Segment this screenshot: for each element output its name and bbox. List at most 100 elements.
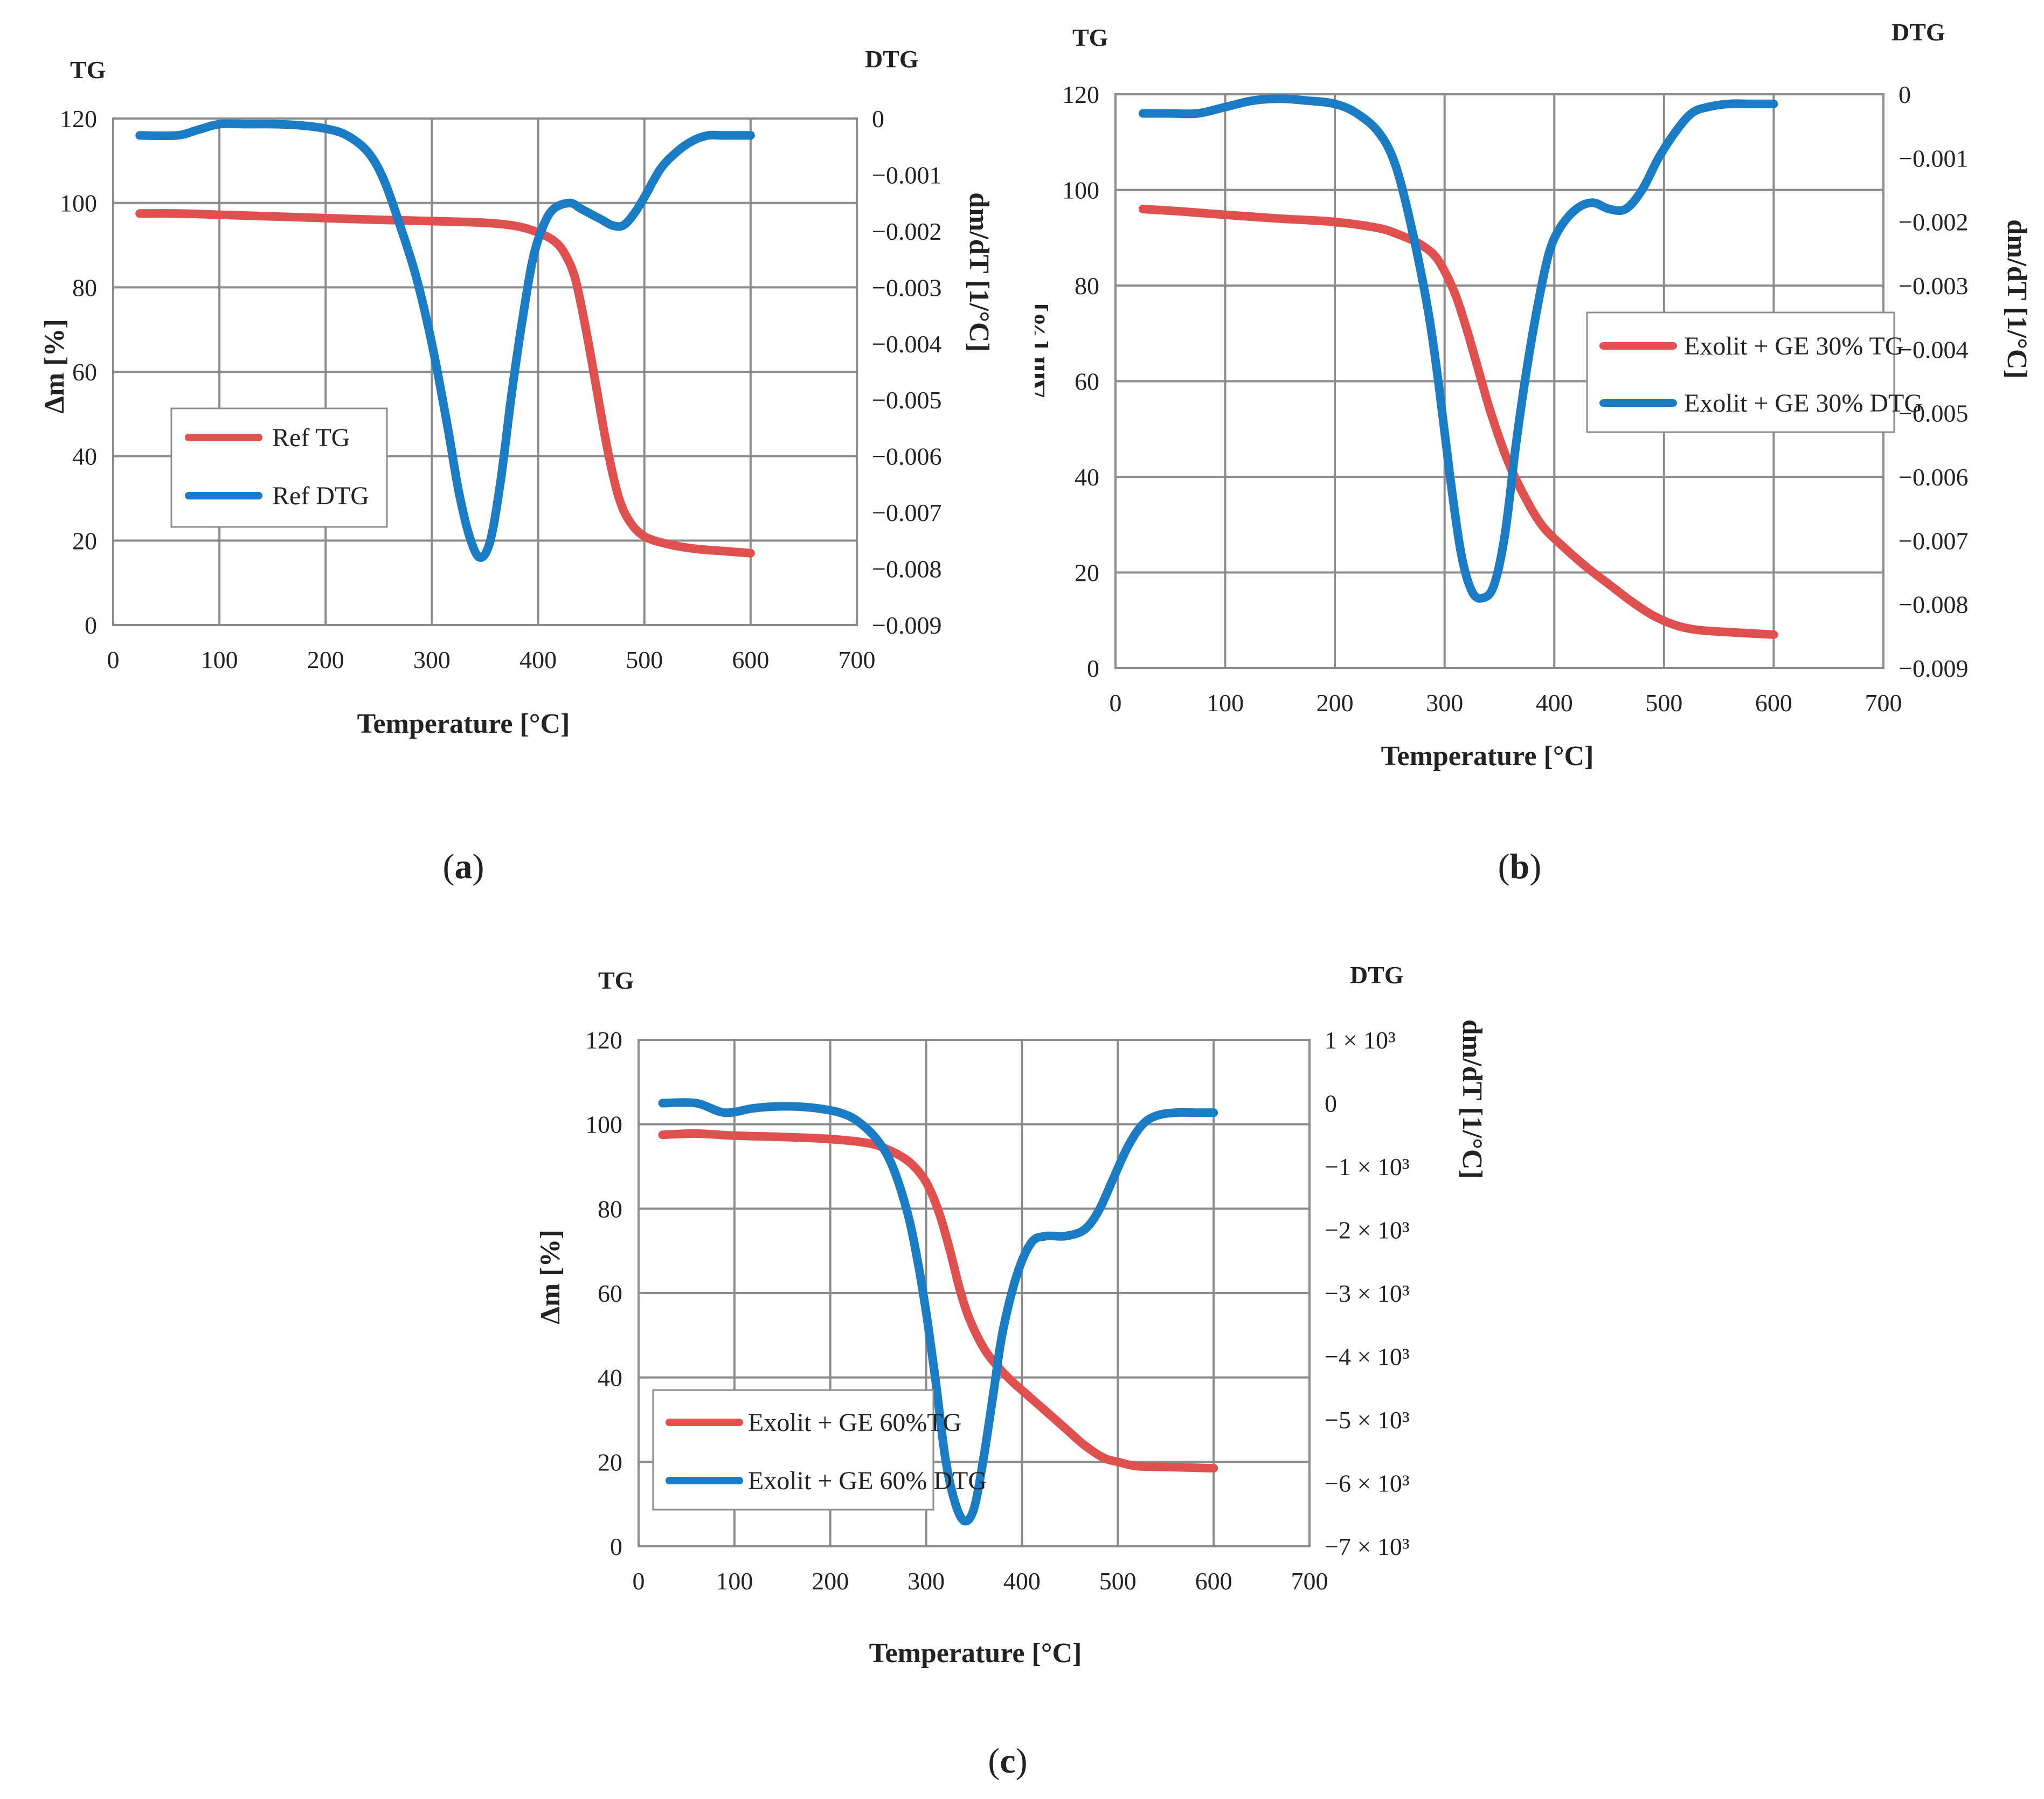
- series-group: [1138, 94, 1778, 639]
- y-tick-label: 120: [585, 1026, 622, 1054]
- plot-frame: [112, 117, 858, 626]
- chart-panel-a: TG DTG 0 100 200 300 400 500 600 700 0 20 40 60 80 1…: [39, 45, 992, 886]
- y-tick-label: 80: [1075, 272, 1099, 300]
- x-tick-label: 200: [1317, 689, 1354, 717]
- y-axis-title: Δm [%]: [1035, 303, 1051, 398]
- y-tick-label: 0: [1087, 655, 1099, 682]
- x-tick-label: 500: [1645, 689, 1682, 717]
- legend-label-tg: Exolit + GE 30% TG: [1684, 332, 1903, 360]
- y-tick-label: 0: [610, 1533, 622, 1560]
- x-axis-title: Temperature [°C]: [869, 1638, 1082, 1669]
- x-tick-label: 400: [1536, 689, 1573, 717]
- panel-label: (b): [1498, 847, 1542, 886]
- y2-tick-label: −0.008: [872, 555, 941, 583]
- y-tick-label: 20: [598, 1448, 622, 1476]
- y2-tick-label: −2 × 10³: [1325, 1217, 1410, 1244]
- series-line-dtg: [1138, 94, 1778, 603]
- y-tick-label: 40: [72, 443, 97, 470]
- left-axis-group-title: TG: [598, 967, 634, 994]
- legend-label-dtg: Exolit + GE 60% DTG: [748, 1467, 987, 1495]
- legend-box: [652, 1389, 934, 1511]
- legend: Exolit + GE 30% TG Exolit + GE 30% DTG: [1586, 311, 1923, 433]
- y2-tick-label: −1 × 10³: [1325, 1153, 1410, 1180]
- legend: Ref TG Ref DTG: [170, 407, 388, 528]
- left-axis-group-title: TG: [70, 56, 106, 84]
- y2-tick-label: −0.004: [1899, 336, 1968, 363]
- y2-axis-ticks: 0 −0.001 −0.002 −0.003 −0.004 −0.005 −0.006 −0.…: [872, 105, 941, 639]
- y-tick-label: 120: [1062, 81, 1099, 108]
- x-tick-label: 400: [1003, 1567, 1041, 1595]
- x-tick-label: 700: [1865, 689, 1902, 717]
- x-tick-label: 300: [413, 646, 451, 673]
- y2-axis-title: dm/dT [1/°C]: [2001, 219, 2032, 379]
- legend-label-dtg: Ref DTG: [272, 482, 369, 510]
- legend-box: [1586, 311, 1895, 433]
- series-line-tg: [658, 1129, 1218, 1473]
- y-axis-title: Δm [%]: [39, 319, 70, 414]
- y2-tick-label: −0.001: [872, 161, 941, 189]
- legend-label-dtg: Exolit + GE 30% DTG: [1684, 389, 1923, 418]
- y-tick-label: 0: [85, 612, 97, 639]
- y2-tick-label: −0.006: [872, 443, 941, 470]
- legend: Exolit + GE 60%TG Exolit + GE 60% DTG: [652, 1389, 987, 1511]
- x-tick-label: 200: [812, 1567, 849, 1595]
- y2-tick-label: 0: [1325, 1090, 1337, 1117]
- y2-tick-label: −0.003: [872, 274, 941, 301]
- series-line-dtg: [658, 1098, 1218, 1526]
- y2-tick-label: 1 × 10³: [1325, 1026, 1396, 1054]
- legend-box: [170, 407, 388, 528]
- y2-tick-label: −0.006: [1899, 463, 1968, 491]
- series-line-tg: [135, 209, 755, 558]
- y-tick-label: 80: [598, 1195, 622, 1223]
- x-tick-label: 0: [107, 646, 120, 673]
- y2-tick-label: −5 × 10³: [1325, 1406, 1410, 1434]
- y-tick-label: 100: [60, 190, 97, 217]
- y2-tick-label: −0.007: [1899, 527, 1968, 554]
- y-tick-label: 100: [1062, 177, 1099, 204]
- y-axis-title: Δm [%]: [535, 1230, 566, 1324]
- y-tick-label: 100: [585, 1111, 622, 1138]
- panel-label: (a): [443, 847, 484, 886]
- y2-tick-label: −6 × 10³: [1325, 1470, 1410, 1497]
- x-tick-label: 0: [1110, 689, 1122, 717]
- series-line-tg: [1138, 205, 1778, 639]
- x-tick-label: 700: [1291, 1567, 1328, 1595]
- right-axis-group-title: DTG: [1891, 18, 1945, 46]
- x-tick-label: 100: [201, 646, 238, 673]
- y2-tick-label: 0: [872, 105, 884, 133]
- y2-tick-label: −3 × 10³: [1325, 1280, 1410, 1307]
- chart-panel-b: TG DTG 0 100 200 300 400 500 600 700 0 20 40 60 80 1…: [1035, 18, 2032, 886]
- y2-axis-title: dm/dT [1/°C]: [1457, 1019, 1487, 1179]
- x-tick-label: 100: [1207, 689, 1244, 717]
- y2-axis-title: dm/dT [1/°C]: [964, 192, 992, 352]
- x-tick-label: 500: [626, 646, 663, 673]
- y-tick-label: 60: [72, 358, 97, 386]
- y-tick-label: 60: [598, 1280, 622, 1307]
- y2-tick-label: −0.002: [1899, 209, 1968, 236]
- grid: [638, 1039, 1311, 1547]
- legend-label-tg: Exolit + GE 60%TG: [748, 1408, 961, 1437]
- plot-frame: [638, 1039, 1311, 1547]
- x-tick-label: 200: [307, 646, 344, 673]
- y2-tick-label: −7 × 10³: [1325, 1533, 1410, 1560]
- y2-tick-label: 0: [1899, 81, 1911, 108]
- y-tick-label: 120: [60, 105, 97, 133]
- x-tick-label: 500: [1099, 1567, 1137, 1595]
- x-tick-label: 400: [519, 646, 557, 673]
- x-axis-ticks: 0 100 200 300 400 500 600 700: [633, 1567, 1328, 1595]
- y-tick-label: 20: [1075, 559, 1099, 587]
- y-tick-label: 80: [72, 274, 97, 301]
- x-tick-label: 100: [716, 1567, 753, 1595]
- y2-axis-ticks: 1 × 10³ 0 −1 × 10³ −2 × 10³ −3 × 10³ −4 × 10³…: [1325, 1026, 1410, 1560]
- left-axis-group-title: TG: [1072, 24, 1108, 51]
- y2-tick-label: −0.004: [872, 330, 941, 358]
- x-tick-label: 700: [839, 646, 876, 673]
- series-group: [135, 119, 755, 562]
- y2-tick-label: −0.002: [872, 218, 941, 245]
- y2-tick-label: −0.005: [872, 386, 941, 414]
- y2-tick-label: −4 × 10³: [1325, 1343, 1410, 1371]
- y-axis-ticks: 0 20 40 60 80 100 120: [1062, 81, 1099, 682]
- chart-panel-c: TG DTG 0 100 200 300 400 500 600 700 0 20 40 60 80 1…: [535, 961, 1487, 1781]
- x-tick-label: 300: [907, 1567, 945, 1595]
- y2-tick-label: −0.005: [1899, 400, 1968, 427]
